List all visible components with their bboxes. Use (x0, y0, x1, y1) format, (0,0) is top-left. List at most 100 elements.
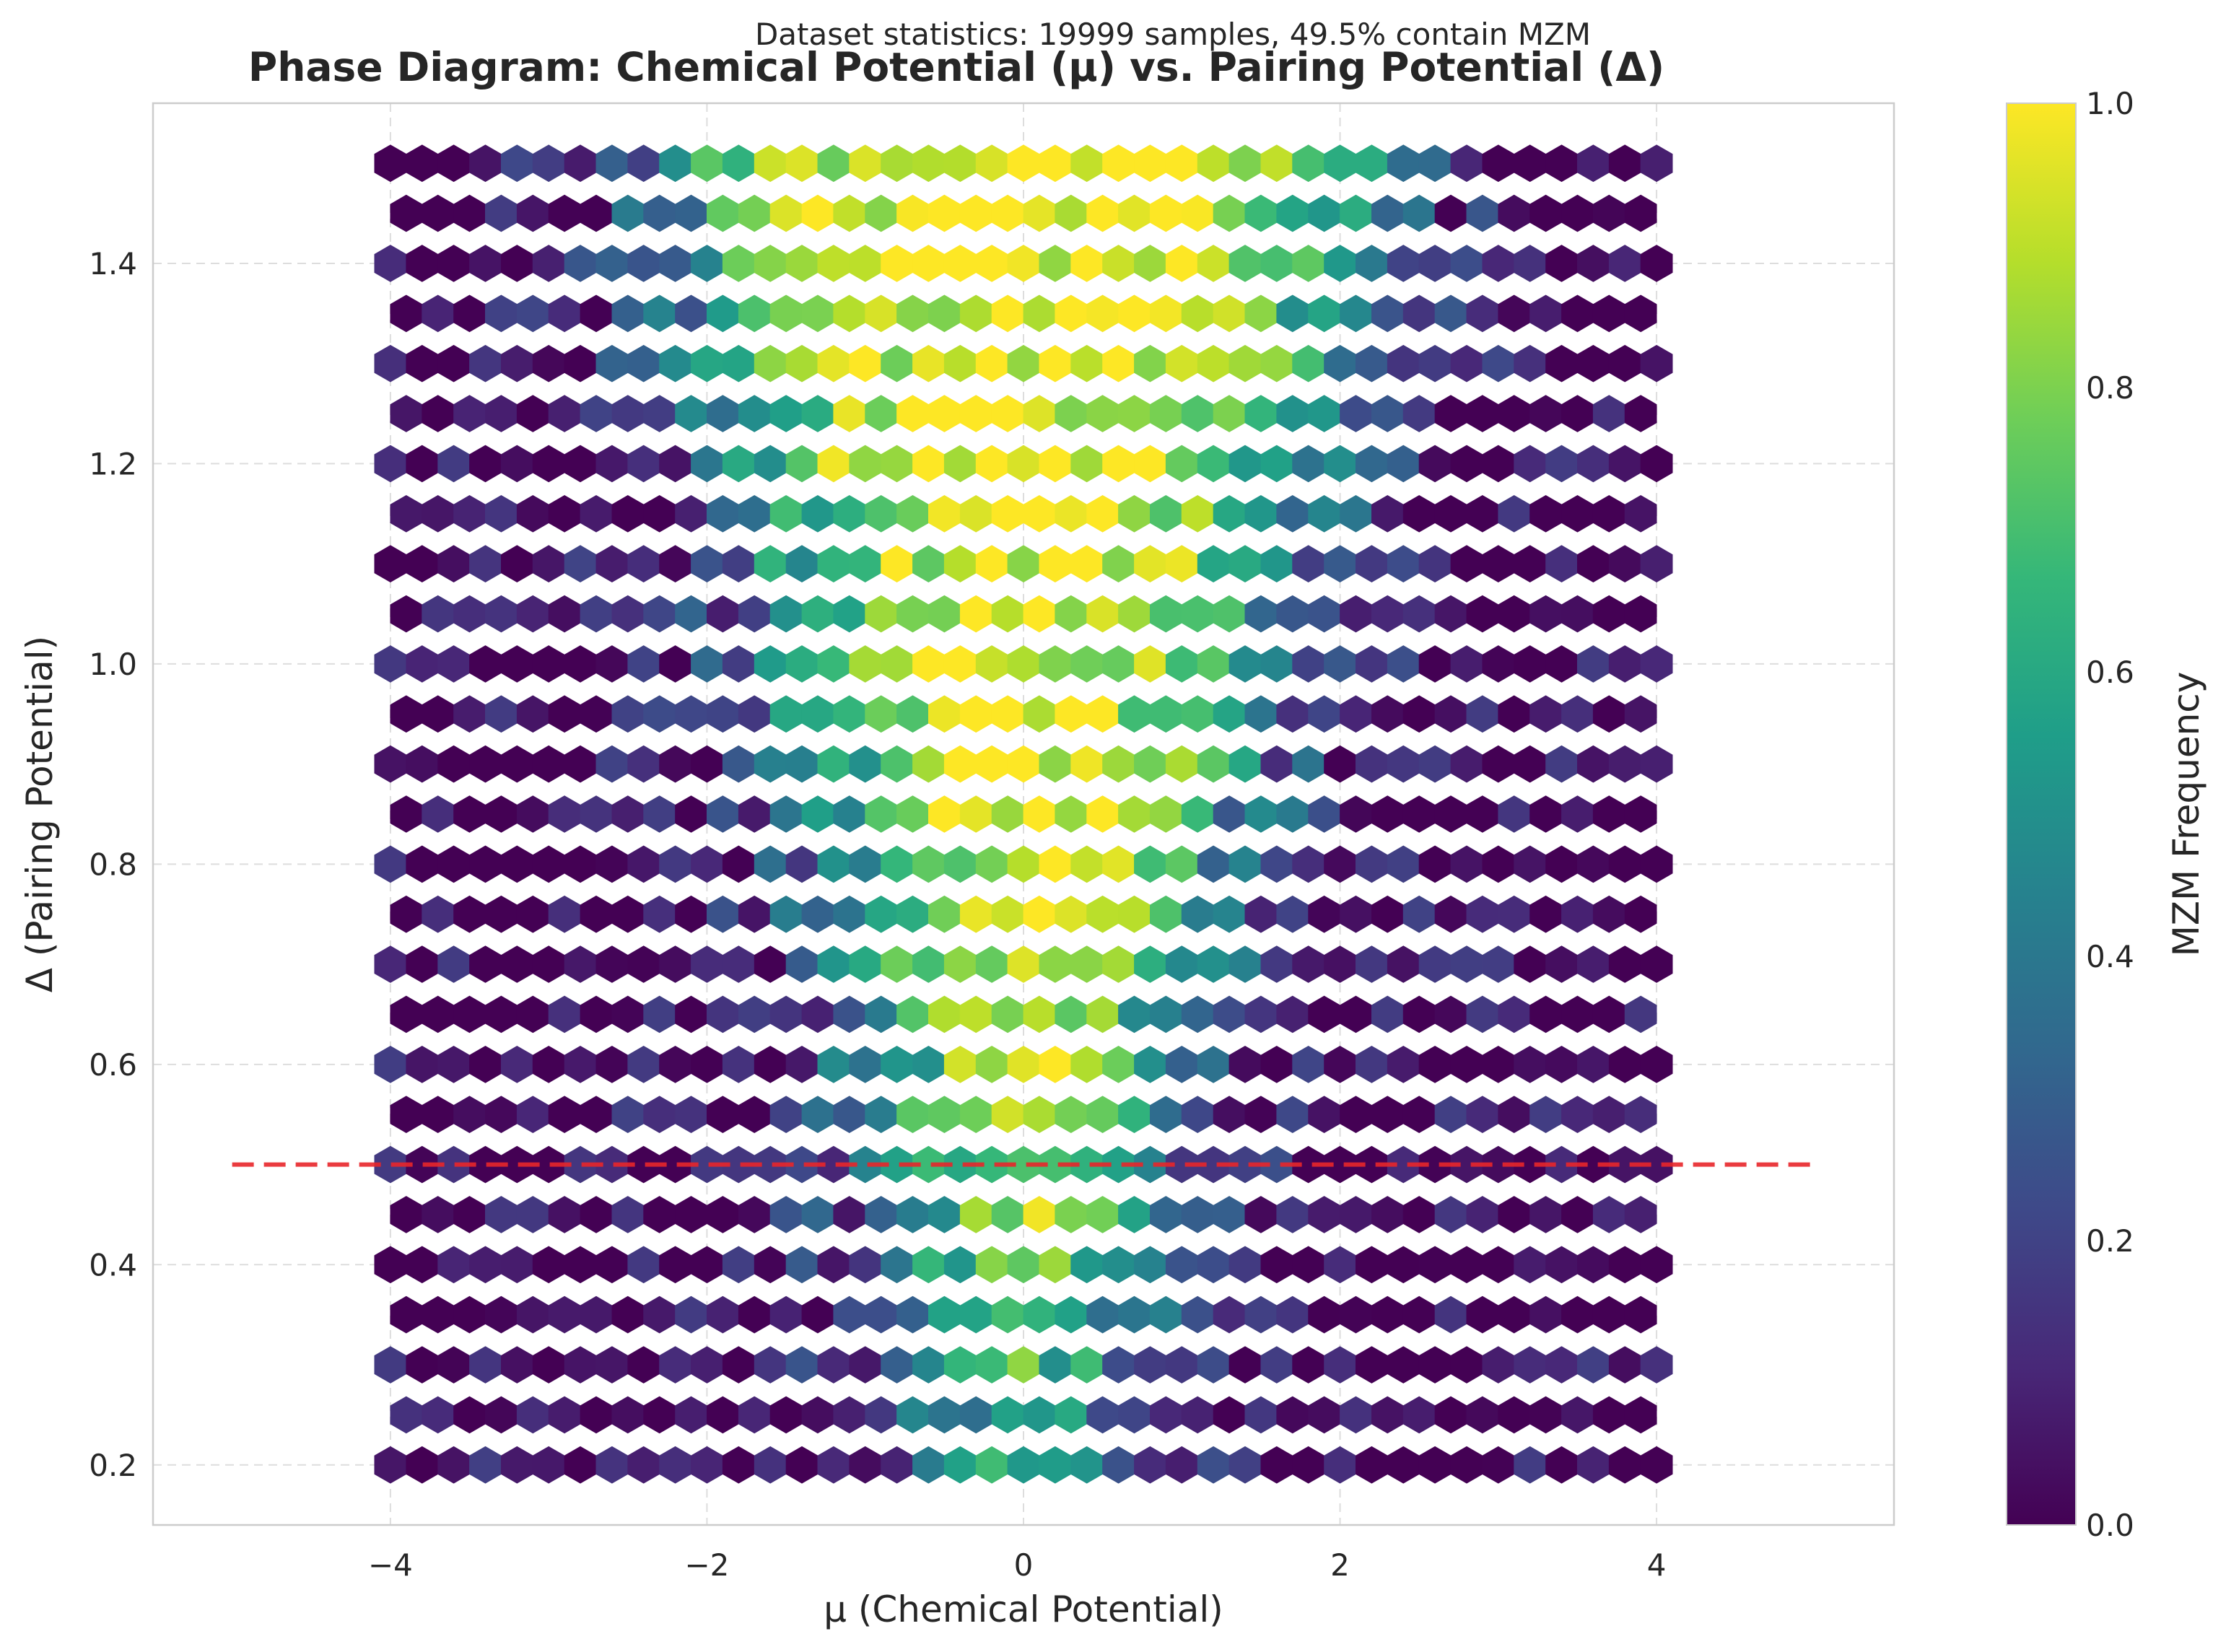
hexbin-cell (1450, 545, 1483, 582)
hexbin-cell (881, 845, 913, 883)
hexbin-cell (1070, 1446, 1104, 1484)
hexbin-cell (754, 445, 787, 483)
hexbin-cell (611, 895, 645, 933)
hexbin-cell (1498, 395, 1531, 432)
hexbin-cell (627, 745, 660, 783)
hexbin-cell (1070, 1346, 1104, 1384)
hexbin-cell (1545, 1346, 1578, 1384)
hexbin-cell (390, 1096, 423, 1133)
hexbin-cell (785, 545, 819, 582)
hexbin-cell (595, 545, 629, 582)
colorbar (2006, 102, 2077, 1526)
hexbin-cell (1608, 1346, 1641, 1384)
hexbin-cell (1402, 595, 1436, 633)
hexbin-cell (1244, 595, 1278, 633)
hexbin-cell (659, 245, 691, 282)
hexbin-cell (1640, 945, 1673, 983)
hexbin-cell (769, 1096, 803, 1133)
hexbin-cell (1324, 1446, 1356, 1484)
hexbin-cell (881, 945, 913, 983)
hexbin-cell (1640, 545, 1673, 582)
hexbin-cell (1165, 545, 1198, 582)
hexbin-cell (881, 245, 913, 282)
hexbin-cell (991, 895, 1024, 933)
hexbin-cell (1608, 745, 1641, 783)
hexbin-cell (1276, 294, 1309, 333)
hexbin-cell (532, 1145, 565, 1184)
hexbin-cell (1308, 1396, 1340, 1434)
hexbin-cell (485, 1196, 518, 1233)
hexbin-cell (1244, 795, 1278, 833)
hexbin-cell (659, 745, 691, 783)
hexbin-cell (707, 795, 739, 833)
hexbin-cell (1086, 194, 1119, 232)
hexbin-cell (611, 1196, 645, 1233)
hexbin-cell (627, 344, 660, 383)
y-axis-label: Δ (Pairing Potential) (19, 636, 61, 992)
hexbin-cell (1324, 1246, 1356, 1284)
hexbin-cell (785, 1046, 819, 1083)
hexbin-cell (722, 1145, 755, 1184)
hexbin-cell (1228, 245, 1262, 282)
hexbin-cell (1371, 695, 1404, 733)
hexbin-cell (833, 194, 866, 232)
hexbin-cell (1402, 1295, 1436, 1334)
hexbin-cell (849, 645, 882, 683)
hexbin-cell (611, 595, 645, 633)
hexbin-cell (437, 1346, 470, 1384)
hexbin-cell (406, 245, 439, 282)
hexbin-cell (406, 545, 439, 582)
hexbin-cell (1466, 1396, 1499, 1434)
hexbin-cell (1213, 1295, 1246, 1334)
hexbin-cell (1371, 1096, 1404, 1133)
hexbin-cell (849, 344, 882, 383)
hexbin-cell (1545, 945, 1578, 983)
hexbin-cell (1165, 144, 1198, 183)
hexbin-cell (1039, 1046, 1072, 1083)
hexbin-cell (1055, 995, 1088, 1033)
hexbin-cell (912, 344, 945, 383)
hexbin-cell (849, 445, 882, 483)
hexbin-cell (1402, 495, 1436, 533)
hexbin-cell (1181, 695, 1214, 733)
hexbin-cell (532, 945, 565, 983)
hexbin-cell (1418, 545, 1452, 582)
hexbin-cell (485, 1396, 518, 1434)
hexbin-cell (516, 1096, 549, 1133)
hexbin-cell (991, 995, 1024, 1033)
hexbin-cell (1055, 895, 1088, 933)
hexbin-cell (437, 545, 470, 582)
hexbin-cell (1561, 495, 1594, 533)
hexbin-cell (1434, 695, 1467, 733)
hexbin-cell (580, 395, 613, 432)
hexbin-cell (1434, 194, 1467, 232)
hexbin-cell (1640, 1145, 1673, 1184)
hexbin-cell (501, 1246, 533, 1284)
hexbin-cell (1340, 695, 1372, 733)
hexbin-cell (1561, 1196, 1594, 1233)
hexbin-cell (406, 1446, 439, 1484)
hexbin-cell (707, 595, 739, 633)
hexbin-cell (1244, 695, 1278, 733)
hexbin-cell (1640, 1246, 1673, 1284)
hexbin-cell (1276, 995, 1309, 1033)
hexbin-cell (1387, 845, 1420, 883)
hexbin-cell (532, 445, 565, 483)
hexbin-cell (1418, 1046, 1452, 1083)
hexbin-cell (1007, 1446, 1040, 1484)
hexbin-cell (1640, 344, 1673, 383)
hexbin-cell (1402, 1096, 1436, 1133)
hexbin-cell (959, 695, 992, 733)
hexbin-cell (1039, 645, 1072, 683)
hexbin-cell (1023, 895, 1056, 933)
hexbin-cell (1007, 545, 1040, 582)
hexbin-cell (564, 1145, 597, 1184)
hexbin-cell (469, 1145, 502, 1184)
hexbin-cell (516, 995, 549, 1033)
hexbin-cell (691, 245, 723, 282)
hexbin-cell (1371, 795, 1404, 833)
hexbin-cell (1371, 895, 1404, 933)
hexbin-cell (754, 1145, 787, 1184)
hexbin-cell (485, 1295, 518, 1334)
